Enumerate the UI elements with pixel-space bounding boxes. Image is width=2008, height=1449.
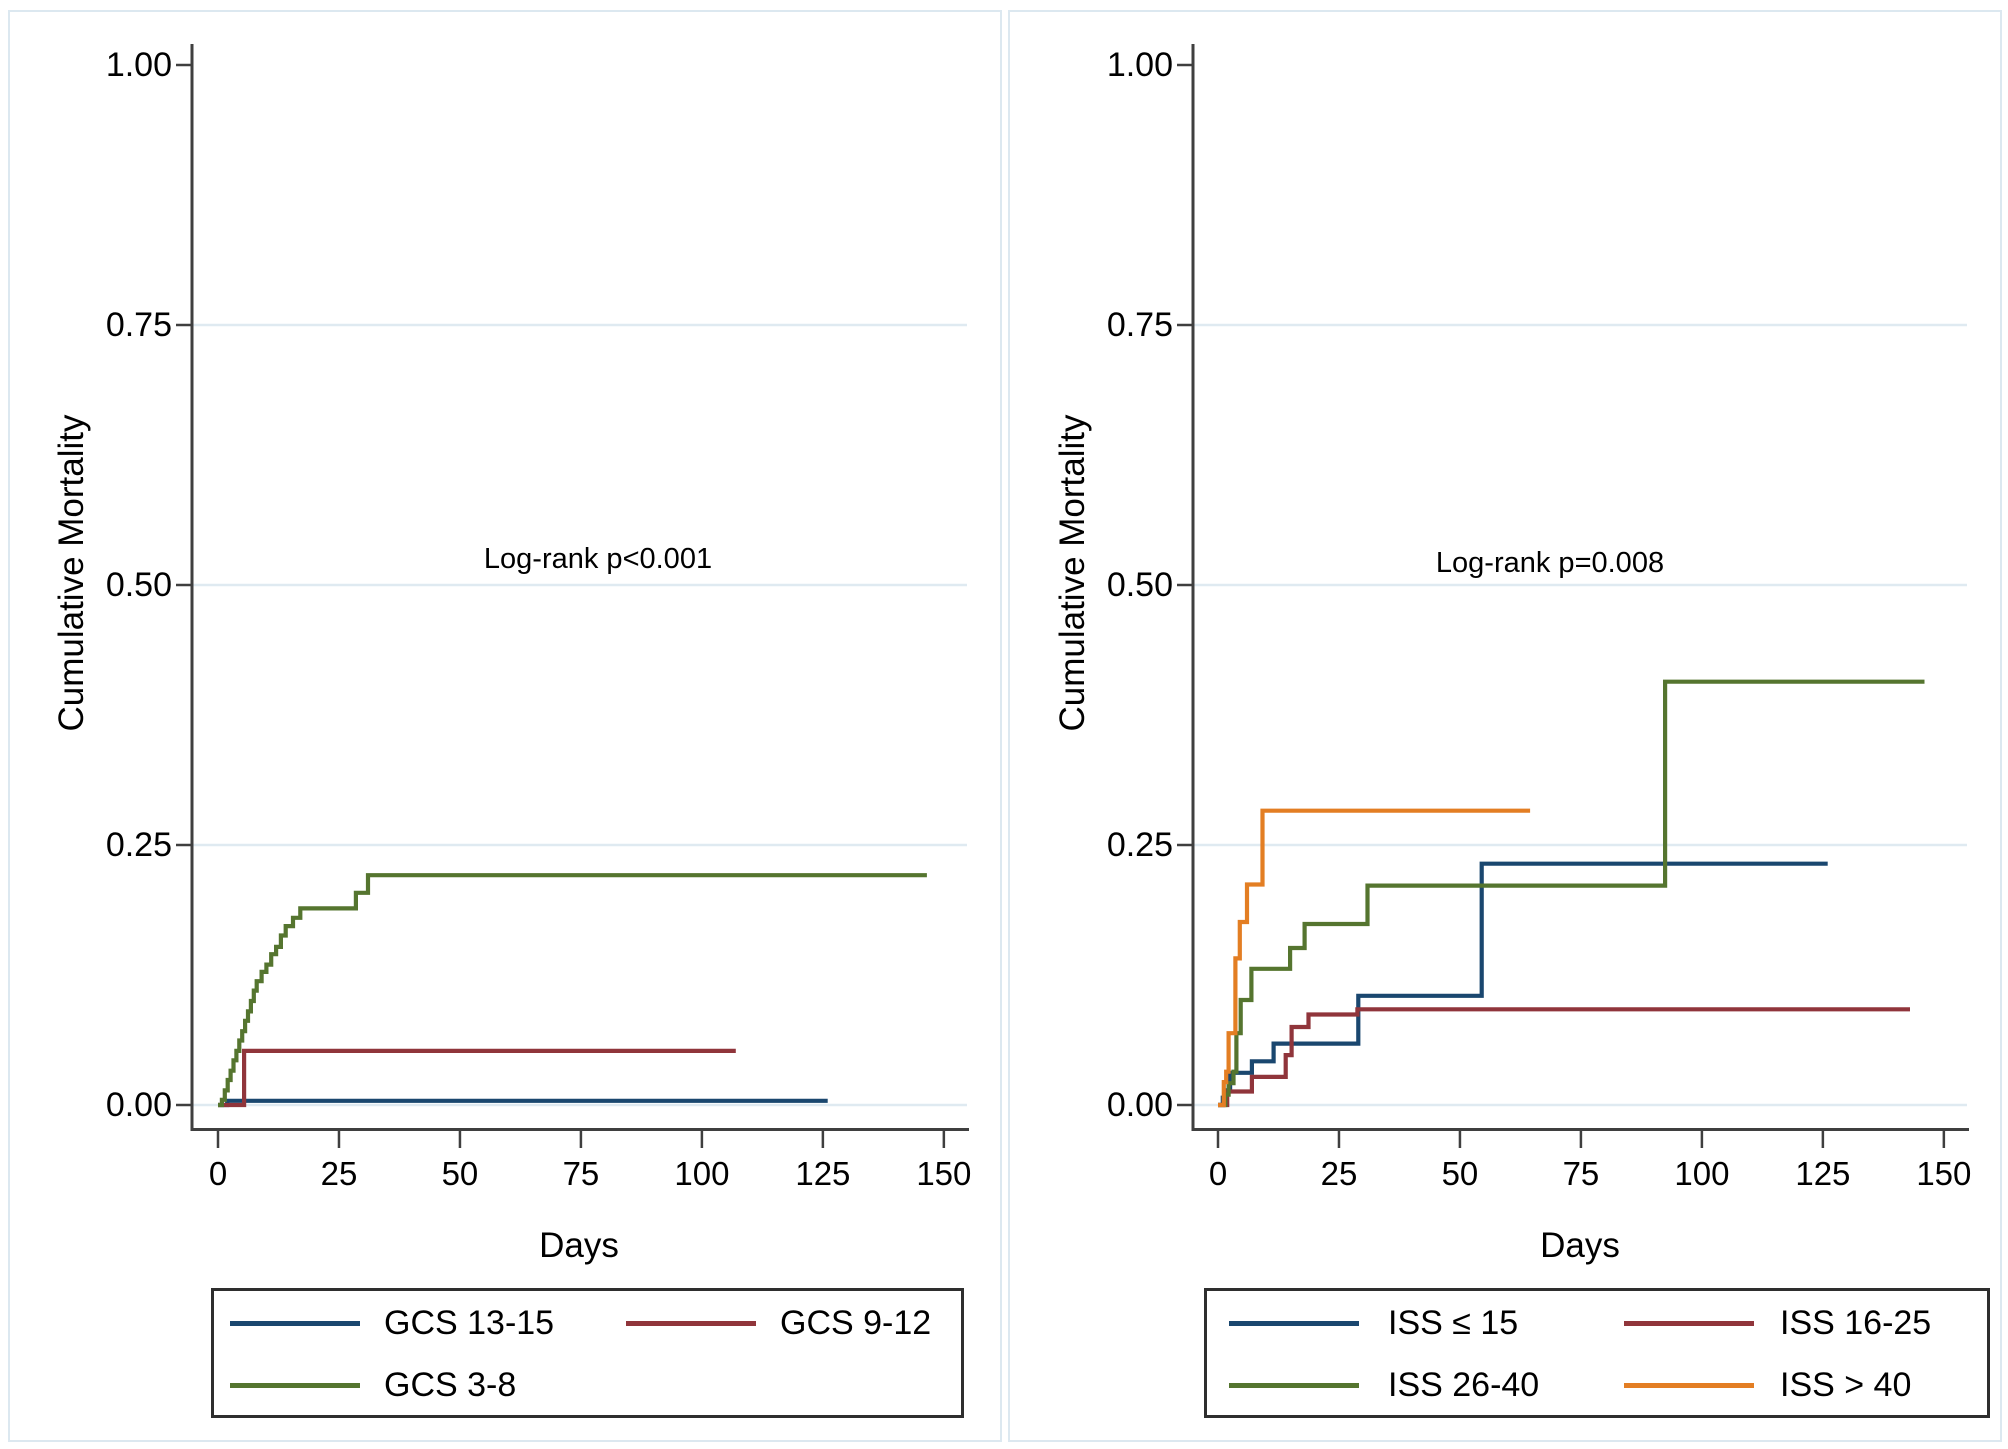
right-legend: ISS ≤ 15 ISS 16-25 ISS 26-40 ISS > 40 [1204, 1288, 1990, 1418]
y-tick-label: 0.75 [1106, 306, 1173, 344]
x-tick-label: 25 [1320, 1155, 1358, 1192]
y-tick-label: 0.25 [105, 826, 172, 864]
legend-swatch-forest [1229, 1383, 1359, 1388]
series-iss-40 [1218, 808, 1531, 1108]
x-tick-label: 125 [795, 1155, 851, 1192]
y-tick-label: 0.50 [1106, 566, 1173, 604]
series-iss-26-40 [1218, 679, 1925, 1108]
y-tick-label: 0.00 [105, 1086, 172, 1124]
y-tick-label: 0.75 [105, 306, 172, 344]
left-annotation-logrank: Log-rank p<0.001 [483, 543, 713, 575]
right-x-axis-title: Days [1540, 1226, 1620, 1265]
legend-label: ISS ≤ 15 [1388, 1304, 1519, 1342]
x-tick-label: 0 [208, 1155, 228, 1192]
y-tick-label: 0.00 [1106, 1086, 1173, 1124]
legend-swatch-forest [230, 1383, 360, 1388]
y-tick-label: 1.00 [1106, 46, 1173, 84]
left-legend: GCS 13-15 GCS 9-12 GCS 3-8 [211, 1288, 964, 1418]
legend-swatch-maroon [1624, 1321, 1754, 1326]
x-tick-label: 150 [1916, 1155, 1972, 1192]
x-tick-label: 125 [1795, 1155, 1851, 1192]
y-tick-label: 0.50 [105, 566, 172, 604]
x-tick-label: 50 [1441, 1155, 1479, 1192]
left-x-axis-title: Days [539, 1226, 619, 1265]
legend-swatch-maroon [626, 1321, 756, 1326]
left-panel-frame [8, 10, 1002, 1442]
right-panel-frame [1008, 10, 2002, 1442]
x-tick-label: 50 [441, 1155, 479, 1192]
legend-label: ISS 26-40 [1388, 1366, 1540, 1404]
series-gcs-9-12 [218, 1048, 736, 1108]
legend-label: GCS 13-15 [384, 1304, 555, 1342]
legend-label: ISS 16-25 [1780, 1304, 1932, 1342]
series-iss-16-25 [1218, 1007, 1910, 1108]
x-tick-label: 0 [1208, 1155, 1228, 1192]
x-tick-label: 100 [674, 1155, 730, 1192]
x-tick-label: 100 [1674, 1155, 1730, 1192]
legend-label: GCS 9-12 [780, 1304, 932, 1342]
x-tick-label: 75 [1562, 1155, 1600, 1192]
x-tick-label: 150 [916, 1155, 972, 1192]
legend-swatch-navy [1229, 1321, 1359, 1326]
legend-label: ISS > 40 [1780, 1366, 1912, 1404]
legend-swatch-orange [1624, 1383, 1754, 1388]
right-annotation-logrank: Log-rank p=0.008 [1435, 547, 1665, 579]
legend-swatch-navy [230, 1321, 360, 1326]
y-tick-label: 1.00 [105, 46, 172, 84]
x-tick-label: 25 [320, 1155, 358, 1192]
x-tick-label: 75 [562, 1155, 600, 1192]
series-iss-15 [1218, 861, 1828, 1108]
y-tick-label: 0.25 [1106, 826, 1173, 864]
legend-label: GCS 3-8 [384, 1366, 517, 1404]
series-gcs-3-8 [218, 873, 927, 1108]
